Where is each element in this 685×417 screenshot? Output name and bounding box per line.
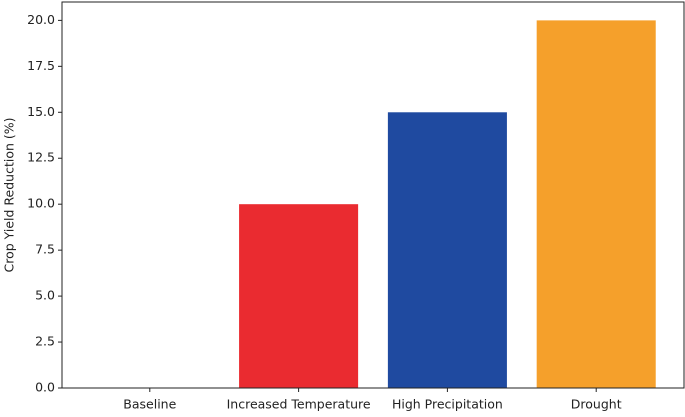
bar bbox=[239, 204, 359, 388]
x-tick-label: High Precipitation bbox=[392, 397, 503, 412]
y-tick-label: 0.0 bbox=[35, 380, 55, 395]
y-axis-label: Crop Yield Reduction (%) bbox=[2, 118, 17, 273]
x-tick-label: Baseline bbox=[123, 397, 176, 412]
y-tick-label: 17.5 bbox=[27, 58, 55, 73]
bar bbox=[387, 112, 507, 389]
x-tick-label: Increased Temperature bbox=[227, 397, 371, 412]
y-tick-label: 20.0 bbox=[27, 12, 55, 27]
y-tick-label: 12.5 bbox=[27, 150, 55, 165]
y-tick-label: 7.5 bbox=[35, 242, 55, 257]
y-tick-label: 5.0 bbox=[35, 288, 55, 303]
x-tick-label: Drought bbox=[571, 397, 622, 412]
y-tick-label: 2.5 bbox=[35, 334, 55, 349]
plot-frame bbox=[61, 1, 685, 389]
y-tick-label: 15.0 bbox=[27, 104, 55, 119]
bar bbox=[536, 20, 656, 389]
y-tick-label: 10.0 bbox=[27, 196, 55, 211]
